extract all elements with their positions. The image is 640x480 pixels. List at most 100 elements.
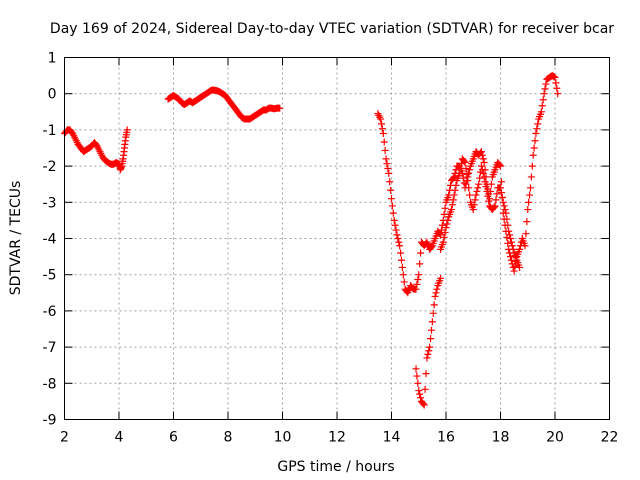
y-tick-label: -2 [43,159,57,175]
data-point [440,233,448,241]
data-point [464,177,472,185]
data-point [485,197,493,205]
data-point [392,226,400,234]
x-tick-labels: 2 4 6 8 10 12 14 16 18 20 22 [60,430,618,446]
data-point [506,253,514,261]
data-point [450,191,458,199]
data-point [424,350,432,358]
data-point [475,180,483,188]
data-point [516,245,524,253]
data-point [477,148,485,156]
data-point [438,221,446,229]
data-point [477,162,485,170]
data-point [423,354,431,362]
data-point [469,206,477,214]
x-tick-label: 18 [492,430,510,446]
data-point [529,151,537,159]
data-point [522,230,530,238]
data-point [439,238,447,246]
data-point [429,309,437,317]
data-point [395,238,403,246]
x-tick-label: 20 [546,430,564,446]
y-tick-label: -9 [43,413,57,429]
data-point [481,178,489,186]
data-point [397,249,405,257]
data-point [425,347,433,355]
y-tick-label: -6 [43,304,57,320]
data-point [441,228,449,236]
data-point [479,169,487,177]
data-point [504,239,512,247]
x-tick-label: 22 [601,430,619,446]
data-point [530,144,538,152]
data-point [452,181,460,189]
x-axis-label: GPS time / hours [277,459,394,475]
data-point [463,171,471,179]
data-point [388,202,396,210]
data-point [497,162,504,170]
data-point [431,292,439,300]
data-point [416,390,424,398]
data-point [414,276,422,284]
data-point [393,231,401,239]
data-point [497,184,504,192]
data-point [493,190,501,198]
data-point [422,370,430,378]
y-tick-labels: 1 0 -1 -2 -3 -4 -5 -6 -7 -8 -9 [43,51,57,429]
plot-frame [64,57,610,420]
data-point [539,96,547,104]
data-point [427,326,435,334]
data-point [540,90,548,98]
x-tick-label: 6 [169,430,178,446]
data-point [531,137,539,145]
data-point [378,125,386,133]
data-point [491,202,499,210]
data-point [414,379,422,387]
data-point [123,126,131,134]
data-point [456,169,464,177]
data-point [510,267,518,275]
data-point [415,271,423,279]
x-tick-label: 14 [383,430,401,446]
data-point [483,187,491,195]
x-tick-label: 16 [437,430,455,446]
y-tick-label: -4 [43,232,57,248]
data-point [379,130,387,138]
data-point [413,280,421,288]
data-point [436,230,444,238]
data-point [552,79,560,87]
data-point [506,235,514,242]
data-point [390,216,398,224]
data-point [482,183,490,191]
data-point [527,173,535,181]
data-point [499,198,507,206]
y-tick-label: -1 [43,123,57,139]
data-point [498,193,506,201]
data-point [450,173,458,181]
data-point [471,196,479,204]
y-tick-label: 1 [48,51,57,67]
y-tick-label: -5 [43,268,57,284]
data-point [474,184,482,192]
y-tick-label: -7 [43,340,57,356]
data-point [381,146,389,154]
data-point [397,256,405,264]
data-point [523,218,531,226]
data-point [416,260,424,268]
data-point [437,226,445,234]
data-point [541,85,549,93]
data-point [501,206,509,214]
data-point [484,192,492,200]
data-point [460,157,468,165]
data-point [417,249,425,257]
data-point [497,178,505,186]
data-point [442,224,450,232]
y-tick-label: 0 [48,87,57,103]
data-point [413,372,421,380]
chart-title: Day 169 of 2024, Sidereal Day-to-day VTE… [50,21,614,37]
data-point [533,125,541,133]
data-point [384,165,392,173]
data-point [551,73,559,81]
data-point [428,318,436,326]
